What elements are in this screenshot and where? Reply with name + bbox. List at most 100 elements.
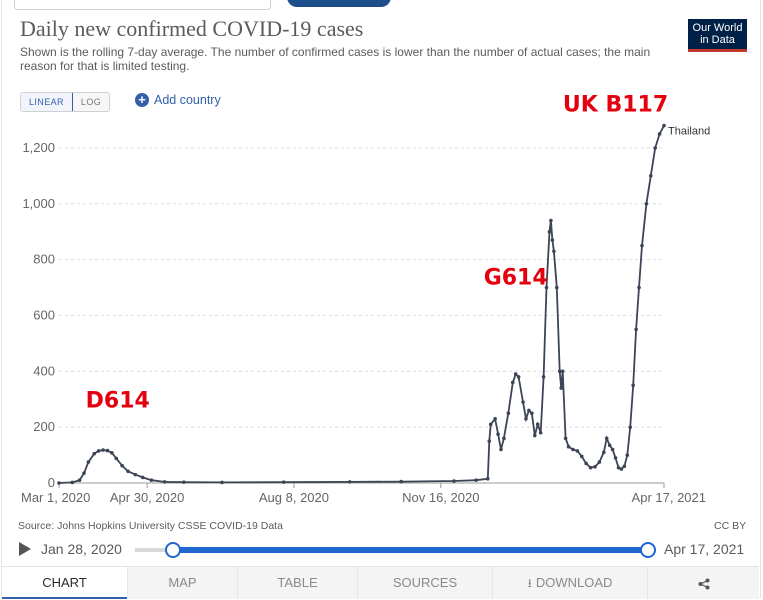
data-point	[510, 380, 515, 385]
data-point	[637, 285, 641, 290]
plus-circle-icon: +	[135, 93, 149, 107]
timeline-end-handle[interactable]	[640, 542, 656, 558]
data-point	[631, 383, 635, 388]
data-point	[182, 480, 186, 484]
data-point	[86, 460, 91, 464]
data-point	[628, 425, 633, 429]
data-point	[584, 461, 588, 466]
series-label-thailand: Thailand	[668, 126, 710, 138]
source-note: Source: Johns Hopkins University CSSE CO…	[18, 520, 283, 532]
data-point	[506, 411, 511, 415]
data-point	[575, 449, 580, 453]
data-point	[532, 433, 537, 438]
owid-logo[interactable]: Our World in Data	[688, 19, 747, 52]
share-button[interactable]	[647, 567, 759, 599]
data-point	[563, 436, 568, 441]
data-point	[653, 146, 657, 150]
series-line-thailand	[58, 125, 665, 484]
data-point	[610, 447, 615, 452]
timeline-selected-range[interactable]	[173, 547, 648, 553]
play-icon[interactable]	[19, 542, 31, 556]
data-point	[619, 467, 624, 471]
logo-line2: in Data	[700, 34, 735, 46]
tab-download[interactable]: ⭳ DOWNLOAD	[492, 567, 647, 599]
data-point	[502, 436, 506, 441]
tab-chart[interactable]: CHART	[2, 567, 127, 599]
data-point	[601, 450, 606, 455]
data-point	[220, 480, 224, 485]
data-point	[648, 174, 653, 178]
data-point	[566, 444, 571, 449]
data-point	[110, 451, 114, 455]
data-point	[588, 465, 593, 470]
data-point	[616, 465, 621, 470]
y-tick-label: 1,200	[22, 140, 55, 155]
add-country-button[interactable]: + Add country	[135, 93, 221, 107]
timeline-start-handle[interactable]	[165, 542, 181, 558]
data-point	[133, 472, 138, 477]
data-point	[485, 477, 490, 481]
data-point	[70, 480, 75, 485]
x-tick-label: Nov 16, 2020	[402, 490, 479, 505]
y-tick-label: 400	[33, 363, 55, 378]
data-point	[571, 447, 575, 452]
x-tick-label: Mar 1, 2020	[21, 490, 90, 505]
license-link[interactable]: CC BY	[714, 520, 747, 532]
x-tick-label: Apr 30, 2020	[110, 490, 184, 505]
data-point	[516, 375, 521, 379]
y-tick-label: 600	[33, 307, 55, 322]
data-point	[521, 400, 525, 404]
data-point	[162, 480, 167, 484]
data-point	[499, 447, 503, 452]
y-tick-label: 1,000	[22, 196, 55, 211]
x-tick-label: Aug 8, 2020	[259, 490, 329, 505]
data-point	[557, 369, 562, 374]
data-point	[552, 249, 556, 254]
data-point	[493, 416, 497, 421]
data-point	[644, 201, 649, 206]
data-point	[634, 327, 638, 332]
share-icon	[698, 578, 709, 590]
linear-scale-button[interactable]: LINEAR	[21, 93, 73, 111]
add-country-label: Add country	[154, 93, 221, 107]
scale-toggle[interactable]: LINEAR LOG	[20, 92, 111, 112]
data-point	[657, 132, 662, 136]
data-point	[547, 229, 552, 234]
annotation-label: D614	[86, 389, 150, 414]
data-point	[399, 479, 403, 484]
y-tick-label: 0	[48, 475, 55, 490]
annotation-label: UK B117	[563, 93, 668, 118]
data-point	[555, 285, 559, 290]
annotation-label: G614	[484, 266, 548, 291]
tab-map[interactable]: MAP	[127, 567, 237, 599]
data-point	[530, 411, 534, 415]
data-point	[96, 449, 101, 453]
top-button[interactable]	[287, 0, 391, 7]
data-point	[560, 369, 565, 374]
data-point	[625, 453, 630, 457]
data-point	[82, 471, 86, 476]
data-point	[544, 285, 549, 290]
log-scale-button[interactable]: LOG	[72, 93, 110, 111]
data-point	[452, 479, 456, 483]
data-point	[92, 451, 97, 456]
x-axis: Mar 1, 2020 Apr 30, 2020 Aug 8, 2020 Nov 16…	[21, 483, 706, 505]
data-point	[541, 375, 546, 379]
data-point	[149, 478, 154, 483]
data-point	[549, 218, 553, 223]
search-input[interactable]	[14, 0, 271, 10]
download-label: DOWNLOAD	[535, 575, 613, 590]
series-markers	[57, 123, 666, 485]
data-point	[535, 422, 540, 427]
data-point	[604, 436, 609, 441]
chart-title: Daily new confirmed COVID-19 cases	[20, 16, 364, 41]
tab-table[interactable]: TABLE	[237, 567, 357, 599]
data-point	[488, 422, 493, 427]
data-point	[550, 238, 555, 242]
timeline-end-label: Apr 17, 2021	[664, 541, 745, 557]
tab-sources[interactable]: SOURCES	[357, 567, 492, 599]
data-point	[662, 123, 666, 128]
chart-subtitle: Shown is the rolling 7-day average. The …	[20, 45, 651, 73]
data-point	[347, 480, 352, 484]
